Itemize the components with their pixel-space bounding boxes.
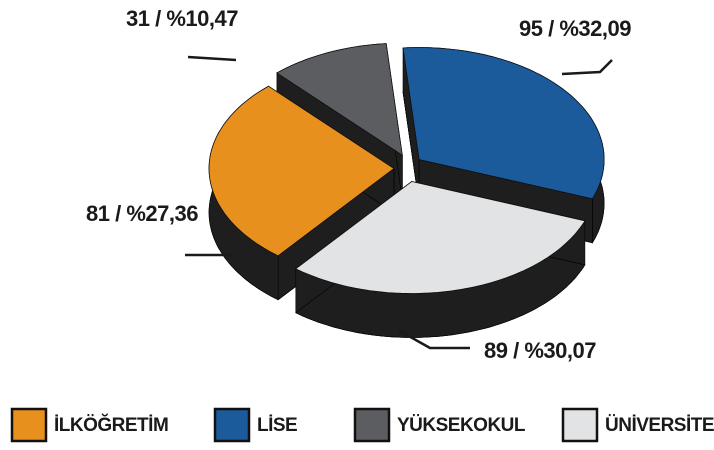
legend-label: YÜKSEKOKUL bbox=[397, 415, 526, 436]
legend-swatch bbox=[353, 407, 391, 443]
value-label: 31 / %10,47 bbox=[126, 6, 238, 31]
legend: İLKÖĞRETİM LİSE YÜKSEKOKUL ÜNİVERSİTE bbox=[10, 407, 714, 443]
legend-label: ÜNİVERSİTE bbox=[605, 415, 714, 436]
slice bbox=[276, 43, 403, 157]
legend-label: İLKÖĞRETİM bbox=[54, 414, 168, 436]
slice bbox=[295, 181, 586, 294]
leader-line bbox=[561, 59, 613, 76]
value-label: 95 / %32,09 bbox=[519, 16, 631, 41]
legend-swatch bbox=[213, 407, 251, 443]
value-label: 89 / %30,07 bbox=[484, 338, 596, 363]
slice bbox=[208, 85, 395, 257]
leader-line bbox=[397, 328, 470, 350]
pie bbox=[208, 43, 605, 338]
legend-swatch bbox=[561, 407, 599, 443]
legend-swatch bbox=[10, 407, 48, 443]
value-label: 81 / %27,36 bbox=[86, 201, 198, 226]
legend-label: LİSE bbox=[257, 415, 297, 436]
slice bbox=[402, 47, 605, 200]
labels: 81 / %27,36 95 / %32,09 31 / %10,47 89 / %3… bbox=[86, 6, 632, 363]
leader-line bbox=[187, 55, 237, 62]
